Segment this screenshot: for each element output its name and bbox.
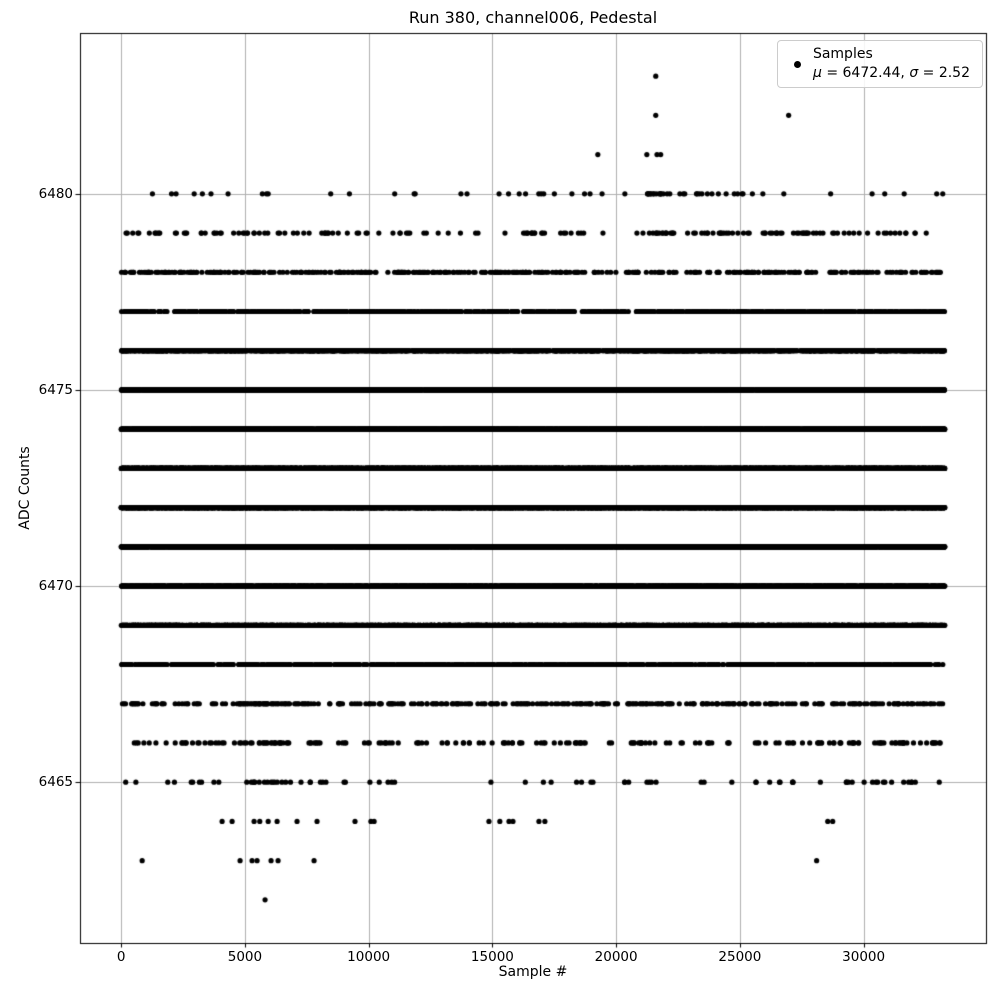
x-tick-label: 0 <box>116 949 126 965</box>
legend-sigma-value: = 2.52 <box>918 65 970 81</box>
legend-mu-value: = 6472.44, <box>821 65 910 81</box>
x-tick-label: 30000 <box>842 949 886 965</box>
chart-title: Run 380, channel006, Pedestal <box>408 8 658 27</box>
y-tick-label: 6475 <box>38 381 73 398</box>
legend: Samples μ = 6472.44, σ = 2.52 <box>776 40 983 88</box>
y-tick-label: 6480 <box>38 185 73 202</box>
legend-sigma-symbol: σ <box>909 65 919 81</box>
legend-stats-label: μ = 6472.44, σ = 2.52 <box>813 64 970 83</box>
x-axis-label: Sample # <box>498 964 568 980</box>
legend-mu-symbol: μ <box>812 65 822 81</box>
x-tick-label: 20000 <box>594 949 638 965</box>
legend-marker-dot <box>793 60 801 68</box>
y-tick-label: 6470 <box>38 578 73 595</box>
legend-series-label: Samples <box>812 46 873 62</box>
x-tick-label: 5000 <box>227 949 263 965</box>
x-tick-label: 15000 <box>470 949 514 965</box>
y-axis-label: ADC Counts <box>17 446 33 530</box>
x-tick-label: 25000 <box>718 949 762 965</box>
y-tick-label: 6465 <box>38 774 73 791</box>
x-tick-label: 10000 <box>347 949 391 965</box>
